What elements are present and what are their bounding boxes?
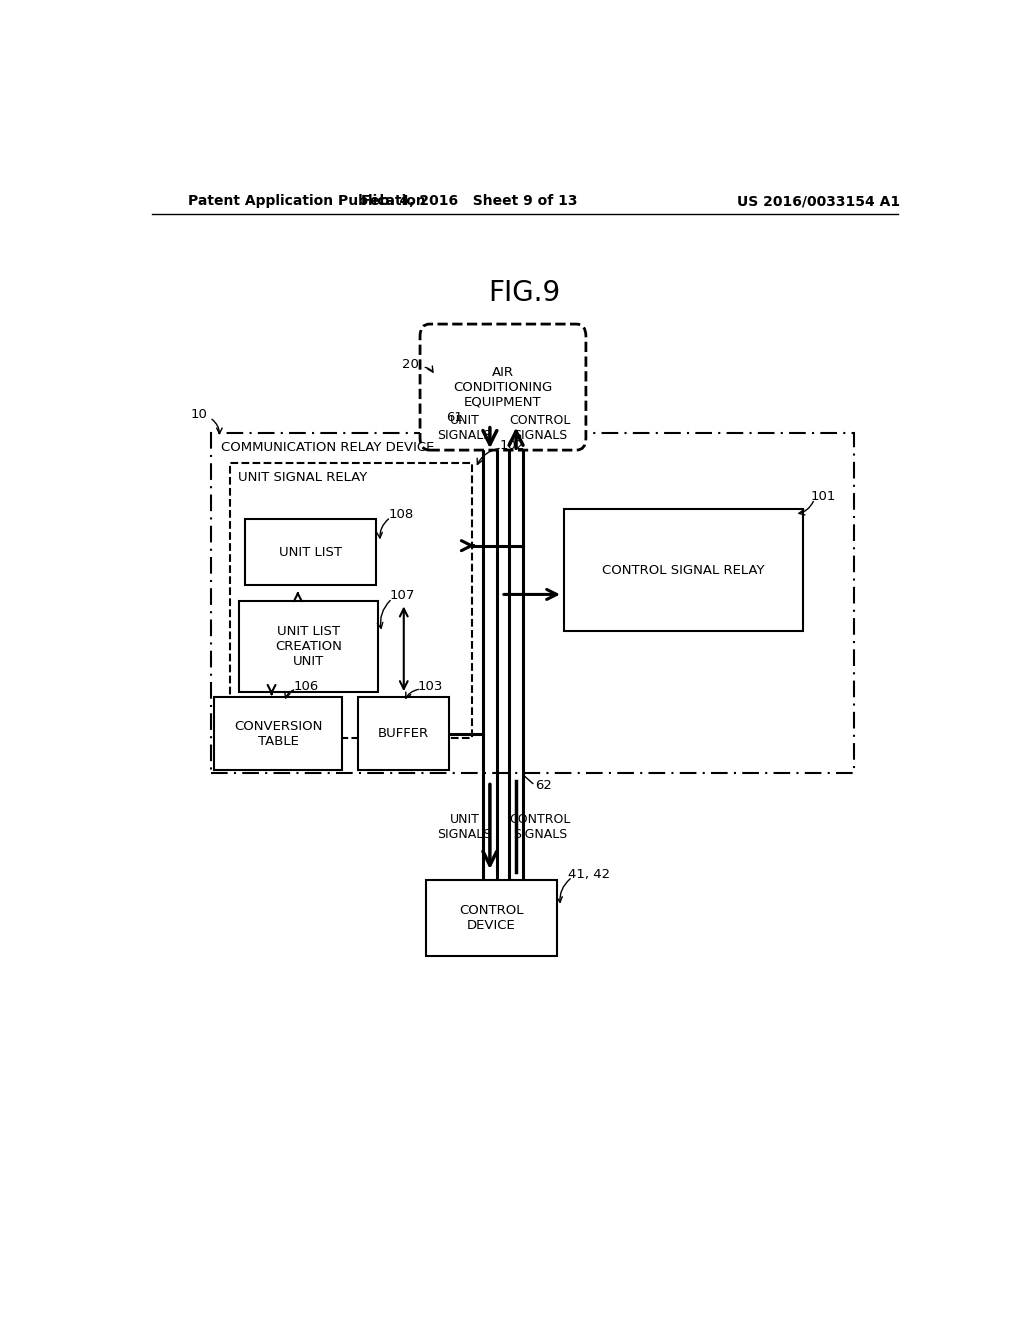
Bar [229, 463, 472, 738]
Text: CONTROL SIGNAL RELAY: CONTROL SIGNAL RELAY [602, 564, 765, 577]
Bar [214, 697, 342, 771]
Text: AIR
CONDITIONING
EQUIPMENT: AIR CONDITIONING EQUIPMENT [454, 366, 553, 409]
Bar [564, 510, 803, 631]
Text: 103: 103 [418, 680, 443, 693]
Text: 61: 61 [446, 411, 463, 424]
Text: Patent Application Publication: Patent Application Publication [187, 194, 425, 209]
Text: UNIT
SIGNALS: UNIT SIGNALS [437, 813, 492, 841]
Text: UNIT LIST
CREATION
UNIT: UNIT LIST CREATION UNIT [275, 624, 342, 668]
Text: UNIT LIST: UNIT LIST [280, 545, 342, 558]
Text: COMMUNICATION RELAY DEVICE: COMMUNICATION RELAY DEVICE [221, 441, 434, 454]
Text: 102: 102 [500, 438, 524, 451]
Text: UNIT SIGNAL RELAY: UNIT SIGNAL RELAY [238, 471, 367, 484]
Text: UNIT
SIGNALS: UNIT SIGNALS [437, 413, 492, 442]
Text: 106: 106 [294, 680, 319, 693]
Text: 10: 10 [190, 408, 207, 421]
Text: 20: 20 [402, 358, 419, 371]
Text: FIG.9: FIG.9 [488, 279, 561, 306]
Text: CONVERSION
TABLE: CONVERSION TABLE [233, 719, 323, 747]
Text: CONTROL
SIGNALS: CONTROL SIGNALS [509, 813, 570, 841]
Bar [426, 880, 557, 956]
Text: CONTROL
SIGNALS: CONTROL SIGNALS [509, 413, 570, 442]
Text: 62: 62 [536, 779, 552, 792]
Bar [240, 601, 378, 692]
Text: BUFFER: BUFFER [378, 727, 429, 741]
Text: US 2016/0033154 A1: US 2016/0033154 A1 [737, 194, 900, 209]
Text: 107: 107 [390, 589, 416, 602]
Text: 41, 42: 41, 42 [568, 869, 610, 882]
Text: CONTROL
DEVICE: CONTROL DEVICE [459, 904, 523, 932]
FancyBboxPatch shape [420, 325, 586, 450]
Text: Feb. 4, 2016   Sheet 9 of 13: Feb. 4, 2016 Sheet 9 of 13 [361, 194, 578, 209]
Text: 101: 101 [811, 490, 836, 503]
Bar [358, 697, 450, 771]
Text: 108: 108 [388, 508, 414, 520]
Bar [246, 519, 377, 585]
Bar [211, 433, 854, 774]
